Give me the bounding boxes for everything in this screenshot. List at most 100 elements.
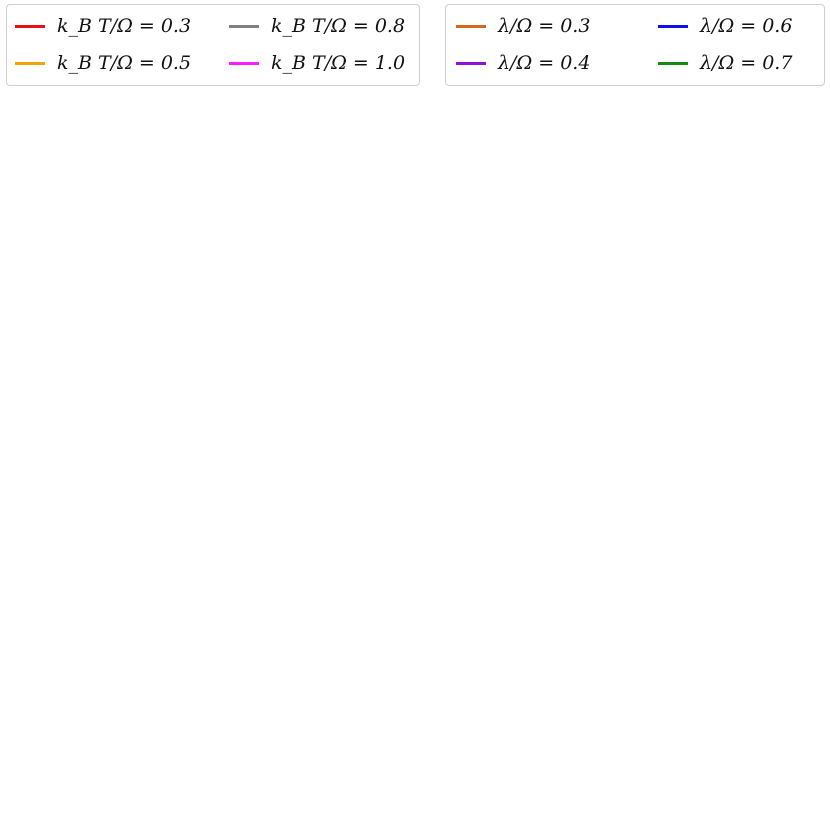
series-line-2-2 bbox=[96, 558, 417, 748]
legend-label: λ/Ω = 0.4 bbox=[498, 52, 591, 74]
inset-line-2 bbox=[263, 454, 373, 541]
panel-3-xtick-label: 0 bbox=[659, 772, 671, 794]
panel-label: (d) bbox=[530, 464, 561, 489]
inset-point bbox=[349, 291, 359, 301]
legend-label: k_B T/Ω = 1.0 bbox=[271, 52, 406, 74]
inset-1-xtick-label: 0.4 bbox=[717, 326, 742, 345]
inset-1-ytick-label: 0.0 bbox=[639, 315, 664, 334]
panel-2-xtick-label: 0 bbox=[250, 772, 262, 794]
panel-3-ytick-label: 0.2 bbox=[468, 684, 498, 706]
legend-swatch bbox=[658, 61, 688, 65]
panel-0-ytick-label: −0.4 bbox=[42, 365, 88, 387]
inset-line-3 bbox=[672, 454, 787, 551]
inset-point bbox=[304, 330, 314, 340]
panel-3-ytick-label: 0.6 bbox=[468, 569, 498, 591]
inset-1-ytick-label: 0.2 bbox=[639, 265, 664, 284]
inset-bg bbox=[669, 450, 790, 550]
inset-point bbox=[340, 298, 350, 308]
legend-swatch bbox=[229, 61, 259, 65]
annotation-formula: y = 0.05x²+0.22x+0.13 bbox=[228, 249, 408, 267]
inset-3-ytick-label: 0.6 bbox=[639, 441, 664, 460]
inset-point bbox=[277, 352, 287, 362]
y-axis-label-conductance: Conductance dI/dV(10⁻²e²/h) bbox=[11, 439, 36, 761]
inset-0-ytick-label: 0.4 bbox=[229, 311, 254, 330]
series-line-0-3 bbox=[96, 110, 417, 424]
legend-item-temp-2: k_B T/Ω = 0.5 bbox=[15, 52, 191, 74]
inset-3-xtick-label: 0.4 bbox=[717, 552, 742, 571]
legend-item-temp-0: k_B T/Ω = 0.3 bbox=[15, 15, 191, 37]
inset-2-ytick-label: 0.4 bbox=[229, 441, 254, 460]
inset-point bbox=[367, 275, 377, 285]
panel-3-xtick-label: 1 bbox=[738, 772, 750, 794]
legend-item-temp-1: k_B T/Ω = 0.8 bbox=[229, 15, 405, 37]
inset-line-0 bbox=[263, 279, 374, 369]
series-line-3-3 bbox=[506, 452, 824, 760]
legend-swatch bbox=[456, 61, 486, 65]
inset-0-xtick-label: 0.5 bbox=[269, 374, 294, 393]
panel-1-ytick-label: −0.2 bbox=[452, 281, 498, 303]
legend-label: k_B T/Ω = 0.8 bbox=[271, 15, 406, 37]
inset-3-xtick-label: 0.1 bbox=[660, 552, 685, 571]
panel-1-ytick-label: −0.4 bbox=[452, 368, 498, 390]
legend-swatch bbox=[15, 61, 45, 65]
inset-point bbox=[322, 313, 332, 323]
panel-2-frame bbox=[95, 435, 418, 768]
inset-xlabel: λ/Ω bbox=[712, 348, 745, 369]
panel-2-ytick-label: 0.6 bbox=[58, 569, 88, 591]
panel-2-xtick-label: 1 bbox=[331, 772, 343, 794]
panel-1-frame bbox=[505, 94, 825, 433]
inset-3-ytick-label: 0.3 bbox=[639, 491, 664, 510]
legend-swatch bbox=[456, 24, 486, 28]
panel-1-ytick-label: 0.2 bbox=[468, 106, 498, 128]
series-line-2-0 bbox=[96, 486, 417, 756]
inset-1-xtick-label: 0.1 bbox=[660, 326, 685, 345]
inset-1-ytick-label: 0.4 bbox=[639, 215, 664, 234]
series-line-3-1 bbox=[506, 538, 824, 758]
inset-xlabel: k_B T/Ω bbox=[282, 574, 354, 595]
legend-swatch bbox=[229, 24, 259, 28]
panel-3-xtick-label: −1 bbox=[571, 772, 599, 794]
x-axis-label-left: Voltage eV/ε_A bbox=[174, 798, 341, 823]
y-axis-label-current: Current I(eΓ/h) bbox=[11, 178, 36, 349]
inset-bg bbox=[259, 450, 377, 550]
panel-2-ytick-label: 0.8 bbox=[58, 511, 88, 533]
legend-label: λ/Ω = 0.6 bbox=[700, 15, 793, 37]
inset-ylabel: Ξ bbox=[615, 267, 636, 281]
inset-1-xtick-label: 0.7 bbox=[773, 326, 798, 345]
legend-swatch bbox=[658, 24, 688, 28]
panel-label: (a) bbox=[121, 123, 151, 148]
legend-label: λ/Ω = 0.7 bbox=[700, 52, 793, 74]
panel-0-ytick-label: 0.2 bbox=[58, 167, 88, 189]
legend-item-lambda-3: λ/Ω = 0.7 bbox=[658, 52, 792, 74]
panel-0-frame bbox=[95, 94, 418, 433]
panel-2-xtick-label: −2 bbox=[82, 772, 110, 794]
x-axis-label-right: Voltage eV/ε_A bbox=[581, 798, 748, 823]
legend-coupling: λ/Ω = 0.3 λ/Ω = 0.6 λ/Ω = 0.4 λ/Ω = 0.7 bbox=[445, 4, 825, 86]
legend-temperature: k_B T/Ω = 0.3 k_B T/Ω = 0.8 k_B T/Ω = 0.… bbox=[6, 4, 420, 86]
inset-0-xtick-label: 1.0 bbox=[314, 374, 339, 393]
legend-swatch bbox=[15, 24, 45, 28]
series-line-1-3 bbox=[506, 100, 824, 422]
inset-3-frame bbox=[668, 449, 791, 551]
series-line-1-2 bbox=[506, 101, 824, 396]
panel-1-ytick-label: 0.0 bbox=[468, 193, 498, 215]
inset-ylabel: ζ bbox=[205, 494, 226, 505]
inset-xlabel: k_B T/Ω bbox=[282, 396, 354, 417]
panel-2-xtick-label: −1 bbox=[162, 772, 190, 794]
legend-item-lambda-2: λ/Ω = 0.4 bbox=[456, 52, 590, 74]
panel-2-xtick-label: 2 bbox=[411, 772, 423, 794]
inset-3-ytick-label: 0.0 bbox=[639, 541, 664, 560]
inset-0-xtick-label: 1.5 bbox=[360, 374, 385, 393]
inset-point bbox=[259, 362, 269, 372]
series-line-1-1 bbox=[506, 101, 824, 346]
legend-item-lambda-1: λ/Ω = 0.6 bbox=[658, 15, 792, 37]
inset-0-ytick-label: 0.2 bbox=[229, 358, 254, 377]
series-line-1-0 bbox=[506, 104, 824, 329]
series-line-2-3 bbox=[96, 570, 417, 745]
panel-3-ytick-label: 0.4 bbox=[468, 626, 498, 648]
panel-2-ytick-label: 0.4 bbox=[58, 626, 88, 648]
inset-1-frame bbox=[668, 223, 791, 325]
legend-item-lambda-0: λ/Ω = 0.3 bbox=[456, 15, 590, 37]
panel-2-ytick-label: 1.0 bbox=[58, 454, 88, 476]
